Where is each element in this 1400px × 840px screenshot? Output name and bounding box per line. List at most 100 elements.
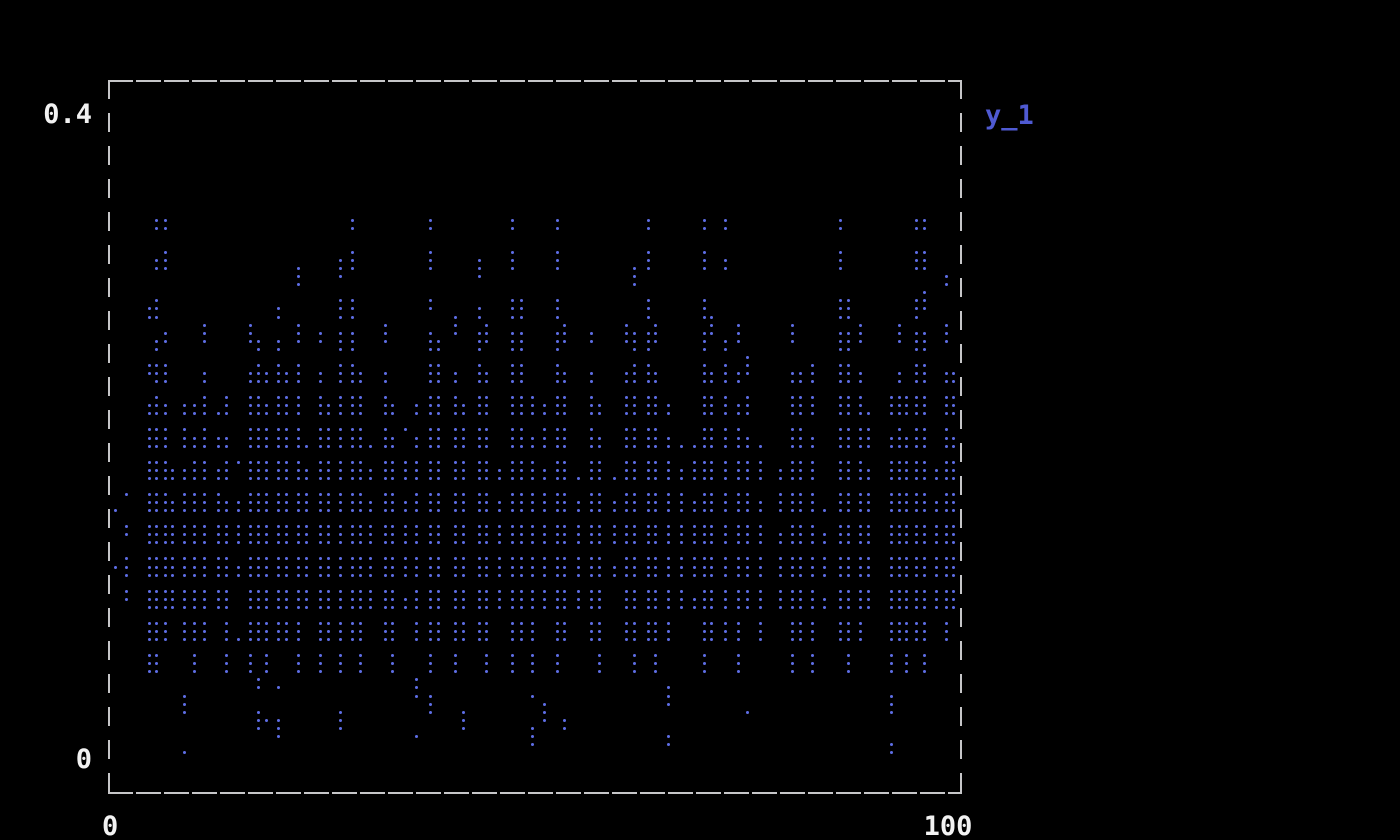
scatter-dot: [847, 566, 850, 569]
scatter-dot: [746, 461, 749, 464]
scatter-dot: [531, 590, 534, 593]
scatter-dot: [164, 509, 167, 512]
scatter-dot: [847, 638, 850, 641]
scatter-dot: [193, 638, 196, 641]
scatter-dot: [556, 307, 559, 310]
scatter-dot: [791, 428, 794, 431]
scatter-dot: [799, 557, 802, 560]
scatter-dot: [415, 678, 418, 681]
scatter-dot: [415, 695, 418, 698]
scatter-dot: [148, 630, 151, 633]
scatter-dot: [415, 509, 418, 512]
scatter-dot: [339, 719, 342, 722]
scatter-dot: [265, 501, 268, 504]
scatter-dot: [613, 574, 616, 577]
scatter-dot: [759, 606, 762, 609]
scatter-dot: [351, 307, 354, 310]
scatter-dot: [847, 574, 850, 577]
scatter-dot: [724, 533, 727, 536]
scatter-dot: [693, 501, 696, 504]
scatter-dot: [404, 541, 407, 544]
scatter-dot: [257, 533, 260, 536]
scatter-dot: [839, 227, 842, 230]
scatter-dot: [183, 428, 186, 431]
scatter-dot: [915, 541, 918, 544]
scatter-dot: [799, 574, 802, 577]
scatter-dot: [859, 541, 862, 544]
scatter-dot: [277, 380, 280, 383]
scatter-dot: [415, 630, 418, 633]
scatter-dot: [277, 477, 280, 480]
scatter-dot: [791, 324, 794, 327]
scatter-dot: [945, 638, 948, 641]
scatter-dot: [654, 509, 657, 512]
scatter-dot: [498, 501, 501, 504]
scatter-dot: [164, 219, 167, 222]
scatter-dot: [249, 437, 252, 440]
scatter-dot: [155, 445, 158, 448]
scatter-dot: [633, 445, 636, 448]
scatter-dot: [193, 533, 196, 536]
scatter-dot: [710, 380, 713, 383]
scatter-dot: [759, 509, 762, 512]
scatter-dot: [898, 493, 901, 496]
scatter-dot: [437, 630, 440, 633]
scatter-dot: [759, 574, 762, 577]
scatter-dot: [297, 404, 300, 407]
scatter-dot: [746, 396, 749, 399]
scatter-dot: [327, 501, 330, 504]
scatter-dot: [297, 412, 300, 415]
scatter-dot: [680, 541, 683, 544]
scatter-dot: [183, 590, 186, 593]
scatter-dot: [890, 404, 893, 407]
scatter-dot: [511, 622, 514, 625]
scatter-dot: [520, 606, 523, 609]
scatter-dot: [952, 557, 955, 560]
scatter-dot: [155, 606, 158, 609]
scatter-dot: [351, 477, 354, 480]
scatter-dot: [429, 227, 432, 230]
scatter-dot: [598, 622, 601, 625]
scatter-dot: [633, 380, 636, 383]
scatter-dot: [217, 590, 220, 593]
scatter-dot: [257, 566, 260, 569]
scatter-dot: [155, 437, 158, 440]
scatter-dot: [667, 638, 670, 641]
scatter-dot: [556, 493, 559, 496]
scatter-dot: [945, 493, 948, 496]
scatter-dot: [297, 630, 300, 633]
scatter-dot: [556, 348, 559, 351]
scatter-dot: [351, 259, 354, 262]
scatter-dot: [839, 606, 842, 609]
scatter-dot: [285, 533, 288, 536]
scatter-dot: [667, 469, 670, 472]
scatter-dot: [265, 525, 268, 528]
scatter-dot: [183, 638, 186, 641]
scatter-dot: [737, 404, 740, 407]
scatter-dot: [511, 267, 514, 270]
scatter-dot: [791, 566, 794, 569]
scatter-dot: [839, 267, 842, 270]
scatter-dot: [703, 364, 706, 367]
scatter-dot: [351, 541, 354, 544]
scatter-dot: [633, 630, 636, 633]
scatter-dot: [556, 332, 559, 335]
scatter-dot: [654, 428, 657, 431]
scatter-dot: [531, 735, 534, 738]
scatter-dot: [225, 509, 228, 512]
scatter-dot: [520, 428, 523, 431]
scatter-dot: [369, 606, 372, 609]
scatter-dot: [710, 428, 713, 431]
scatter-dot: [563, 396, 566, 399]
scatter-dot: [319, 557, 322, 560]
scatter-dot: [319, 372, 322, 375]
scatter-dot: [249, 670, 252, 673]
scatter-dot: [590, 412, 593, 415]
scatter-dot: [429, 461, 432, 464]
scatter-dot: [737, 630, 740, 633]
scatter-dot: [647, 404, 650, 407]
scatter-dot: [369, 557, 372, 560]
scatter-dot: [520, 541, 523, 544]
scatter-dot: [265, 437, 268, 440]
scatter-dot: [791, 493, 794, 496]
